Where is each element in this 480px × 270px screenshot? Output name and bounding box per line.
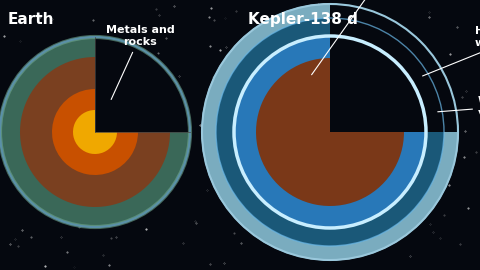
Text: Kepler-138 d: Kepler-138 d	[248, 12, 358, 27]
Wedge shape	[95, 32, 195, 132]
Wedge shape	[234, 36, 426, 228]
Wedge shape	[256, 58, 404, 206]
Wedge shape	[202, 4, 458, 260]
Circle shape	[256, 58, 404, 206]
Circle shape	[0, 37, 190, 227]
Wedge shape	[216, 18, 444, 246]
Text: Metals and
rocks: Metals and rocks	[106, 25, 174, 99]
Circle shape	[234, 36, 426, 228]
Circle shape	[73, 110, 117, 154]
Wedge shape	[73, 110, 117, 154]
Text: Earth: Earth	[8, 12, 55, 27]
Wedge shape	[0, 37, 190, 227]
Circle shape	[52, 89, 138, 175]
Wedge shape	[330, 0, 463, 132]
Text: High-pressure
water: High-pressure water	[422, 26, 480, 76]
Circle shape	[216, 18, 444, 246]
Wedge shape	[20, 57, 170, 207]
Circle shape	[20, 57, 170, 207]
Text: Metals and
rocks: Metals and rocks	[312, 0, 412, 75]
Wedge shape	[52, 89, 138, 175]
Circle shape	[202, 4, 458, 260]
Text: Water
vapour: Water vapour	[438, 96, 480, 118]
